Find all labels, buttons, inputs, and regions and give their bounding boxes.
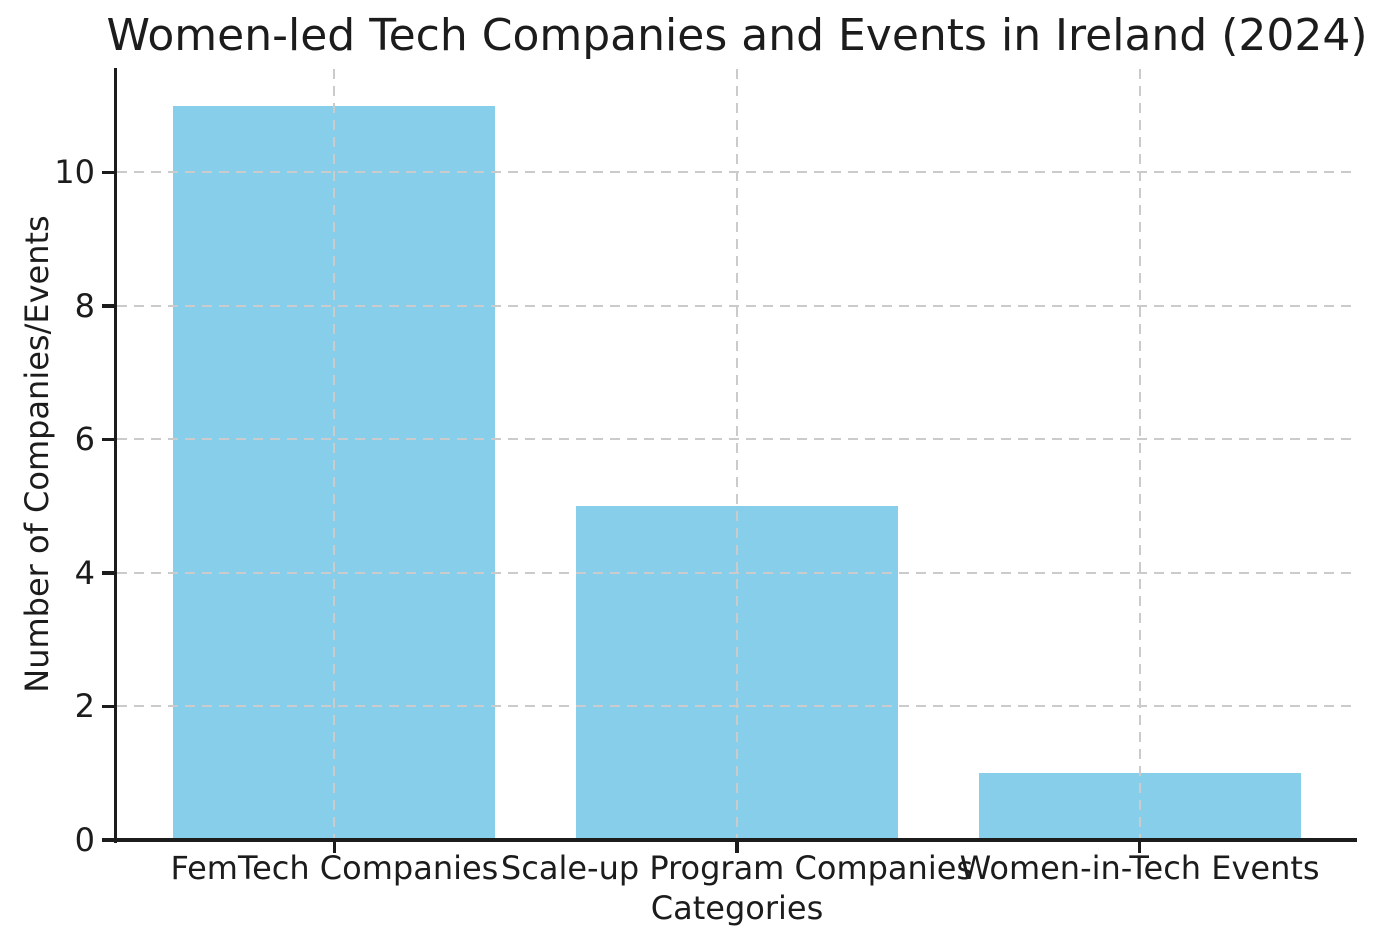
y-tick-mark — [102, 437, 114, 442]
y-tick-label: 6 — [74, 420, 95, 459]
v-gridline — [736, 69, 738, 840]
y-tick-label: 10 — [54, 153, 95, 192]
y-tick-mark — [102, 838, 114, 842]
x-axis-spine — [113, 838, 1357, 842]
x-tick-mark — [1137, 841, 1142, 854]
y-tick-label: 0 — [74, 821, 95, 859]
y-axis-spine — [113, 68, 117, 843]
v-gridline — [1138, 69, 1141, 840]
v-gridline — [333, 69, 336, 840]
x-tick-mark — [332, 841, 337, 854]
y-tick-label: 8 — [74, 286, 95, 325]
y-tick-mark — [102, 304, 114, 308]
x-tick-label: FemTech Companies — [170, 849, 499, 887]
y-tick-label: 2 — [74, 687, 95, 726]
x-tick-label: Scale-up Program Companies — [500, 849, 974, 887]
y-tick-mark — [102, 704, 114, 709]
x-axis-label: Categories — [650, 889, 824, 927]
y-tick-mark — [102, 571, 114, 575]
chart-title: Women-led Tech Companies and Events in I… — [106, 10, 1368, 61]
x-tick-label: Women-in-Tech Events — [959, 849, 1320, 887]
y-tick-mark — [102, 170, 114, 175]
x-tick-mark — [735, 841, 739, 854]
y-tick-label: 4 — [74, 553, 95, 592]
